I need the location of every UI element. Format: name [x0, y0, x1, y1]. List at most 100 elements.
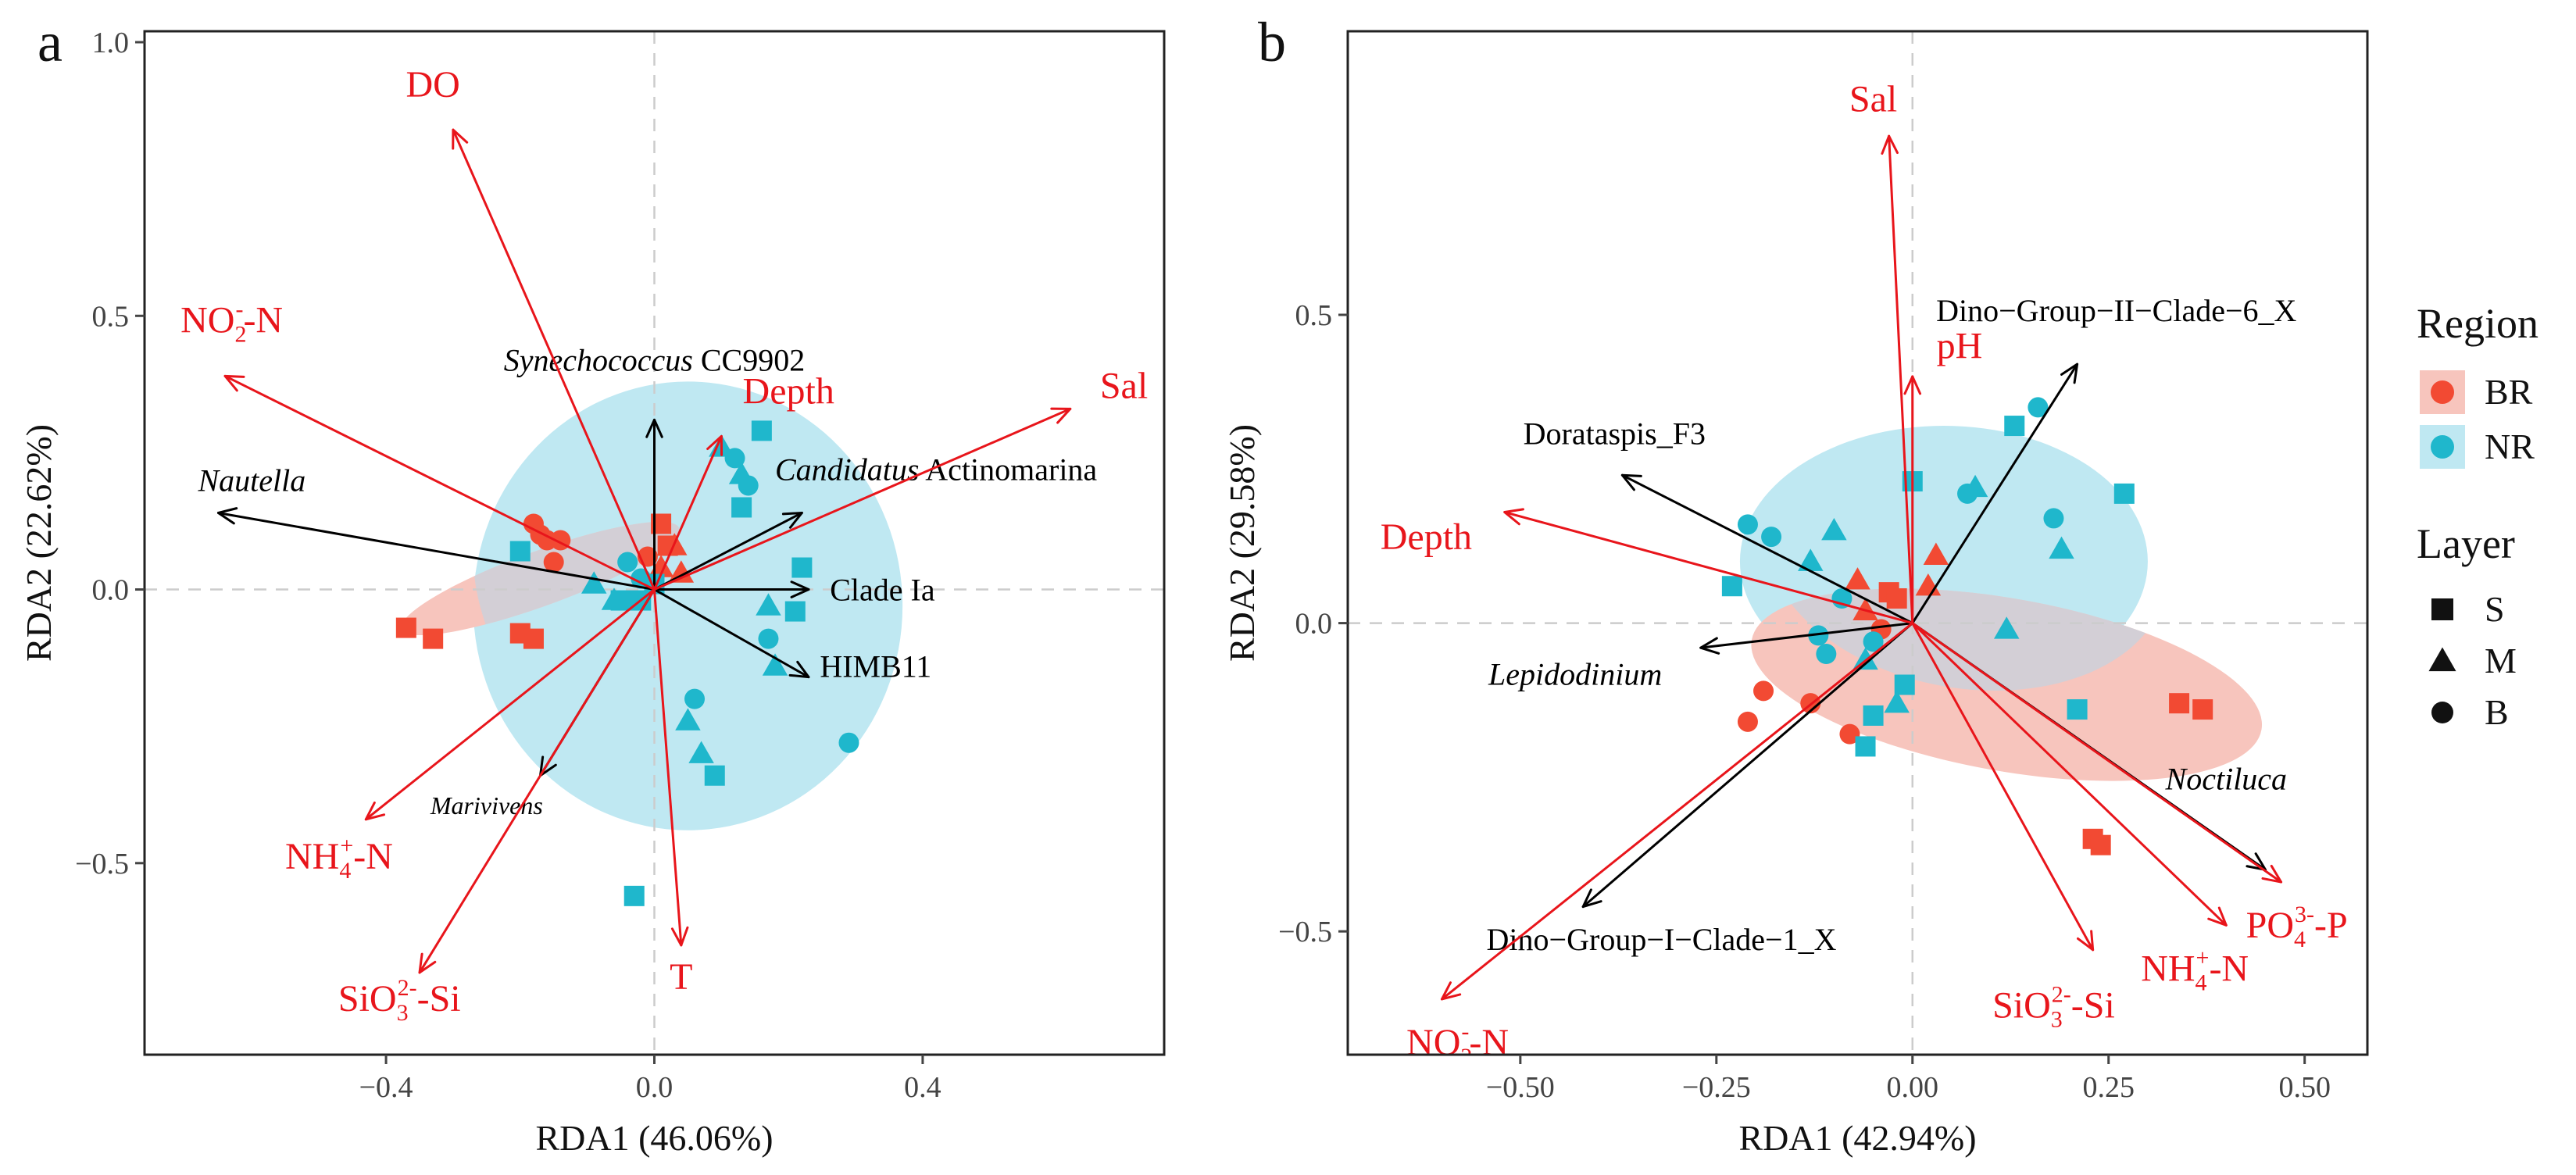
taxa-label: Dorataspis_F3	[1524, 416, 1706, 452]
point-br-b	[1753, 680, 1774, 702]
env-label-no: NO2--N	[180, 296, 283, 347]
env-arrow-no	[1440, 622, 1914, 1001]
point-nr-b	[758, 628, 779, 649]
point-br-m	[1845, 567, 1870, 590]
panel-b: Dino−Group−II−Clade−6_X Dorataspis_F3 Lepi…	[1222, 11, 2369, 1158]
env-label-ph: pH	[1937, 325, 1983, 366]
point-nr-s	[2113, 483, 2135, 504]
point-nr-b	[1863, 631, 1884, 652]
taxa-arrow	[1699, 622, 1914, 655]
env-arrow-t	[653, 588, 689, 947]
env-label-nh: NH4+-N	[2141, 945, 2249, 995]
env-arrow-depth	[653, 434, 723, 591]
x-tick-label: −0.50	[1486, 1071, 1555, 1104]
env-arrow-sio	[1911, 622, 2095, 952]
point-nr-s	[751, 420, 772, 441]
y-tick-label: 1.0	[92, 27, 130, 59]
env-label-do: DO	[406, 64, 460, 105]
x-axis-title: RDA1 (46.06%)	[535, 1118, 773, 1158]
point-nr-s	[791, 557, 813, 578]
env-label-sio: SiO32--Si	[1992, 982, 2115, 1033]
point-nr-m	[688, 741, 714, 763]
taxa-label: Nautella	[197, 462, 305, 498]
legend-shape-triangle	[2428, 647, 2456, 672]
point-nr-m	[1853, 647, 1878, 670]
env-arrow-depth	[1503, 508, 1914, 625]
taxa-arrow	[653, 588, 810, 679]
point-nr-m	[1884, 690, 1910, 713]
point-nr-m	[1798, 548, 1824, 571]
point-nr-b	[2028, 397, 2049, 418]
legend-layer-label: S	[2485, 589, 2505, 629]
x-tick-label: 0.25	[2082, 1071, 2135, 1104]
taxa-label: Clade Ia	[830, 573, 935, 608]
taxa-arrow	[653, 580, 810, 598]
env-label-sal: Sal	[1100, 365, 1148, 406]
taxa-label: Candidatus Actinomarina	[775, 452, 1097, 487]
point-nr-m	[1821, 517, 1847, 541]
point-nr-s	[704, 765, 725, 786]
point-br-s	[1886, 588, 1907, 609]
taxa-label: HIMB11	[820, 649, 931, 684]
point-br-b	[1839, 723, 1860, 745]
point-nr-m	[1993, 616, 2020, 639]
point-nr-b	[1957, 483, 1978, 504]
point-br-s	[395, 617, 416, 638]
point-nr-s	[1863, 705, 1884, 726]
env-label-nh: NH4+-N	[285, 833, 393, 884]
legend-shape-circle	[2431, 702, 2453, 723]
taxa-arrow	[1581, 622, 1914, 909]
point-br-m	[668, 560, 695, 583]
y-tick-label: 0.5	[1295, 299, 1333, 332]
env-arrow-ph	[1903, 375, 1922, 625]
env-label-depth: Depth	[743, 370, 834, 412]
env-arrow-no	[223, 374, 656, 591]
x-tick-label: 0.0	[636, 1071, 673, 1104]
y-tick-label: 0.5	[92, 300, 130, 333]
env-arrow-po	[1911, 622, 2283, 884]
taxa-label: Lepidodinium	[1488, 657, 1662, 692]
point-nr-m	[756, 593, 781, 616]
point-nr-s	[509, 541, 531, 562]
env-arrow-sio	[418, 588, 656, 974]
point-nr-m	[675, 708, 701, 730]
env-label-po: PO43--P	[2246, 902, 2348, 952]
point-br-s	[2192, 699, 2213, 720]
legend-dot-br	[2431, 380, 2454, 404]
x-axis-title: RDA1 (42.94%)	[1738, 1118, 1976, 1158]
taxa-arrow	[645, 418, 663, 591]
point-nr-s	[1894, 674, 1915, 695]
y-tick-label: 0.0	[92, 574, 130, 607]
point-br-b	[1737, 711, 1758, 732]
env-label-sal: Sal	[1849, 79, 1897, 120]
point-nr-s	[2004, 416, 2025, 437]
taxa-label: Noctiluca	[2165, 762, 2288, 797]
point-br-m	[1923, 542, 1949, 565]
ellipse-nr	[473, 381, 903, 830]
env-arrow-nh	[364, 588, 656, 821]
point-nr-b	[838, 732, 859, 753]
legend-layer-label: M	[2485, 641, 2517, 680]
y-tick-label: 0.0	[1295, 608, 1333, 641]
env-label-depth: Depth	[1381, 516, 1472, 558]
point-nr-m	[601, 588, 627, 610]
point-br-s	[2090, 834, 2111, 855]
env-arrow-sal	[1881, 134, 1914, 625]
env-arrow-do	[452, 128, 656, 591]
point-nr-b	[724, 448, 745, 469]
x-tick-label: −0.4	[359, 1071, 413, 1104]
taxa-label: Dino−Group−I−Clade−1_X	[1487, 922, 1837, 957]
x-tick-label: 0.4	[904, 1071, 941, 1104]
point-nr-b	[738, 475, 759, 496]
taxa-label: Synechococcus CC9902	[504, 342, 805, 377]
panel-label: a	[38, 11, 63, 73]
point-nr-s	[731, 497, 752, 518]
plot-area: Synechococcus CC9902 Candidatus Actinomar…	[145, 31, 1164, 1055]
legend-dot-nr	[2431, 435, 2454, 459]
legend-region-label: NR	[2485, 427, 2535, 466]
y-axis-title: RDA2 (29.58%)	[1222, 424, 1262, 662]
point-nr-s	[1721, 576, 1742, 597]
